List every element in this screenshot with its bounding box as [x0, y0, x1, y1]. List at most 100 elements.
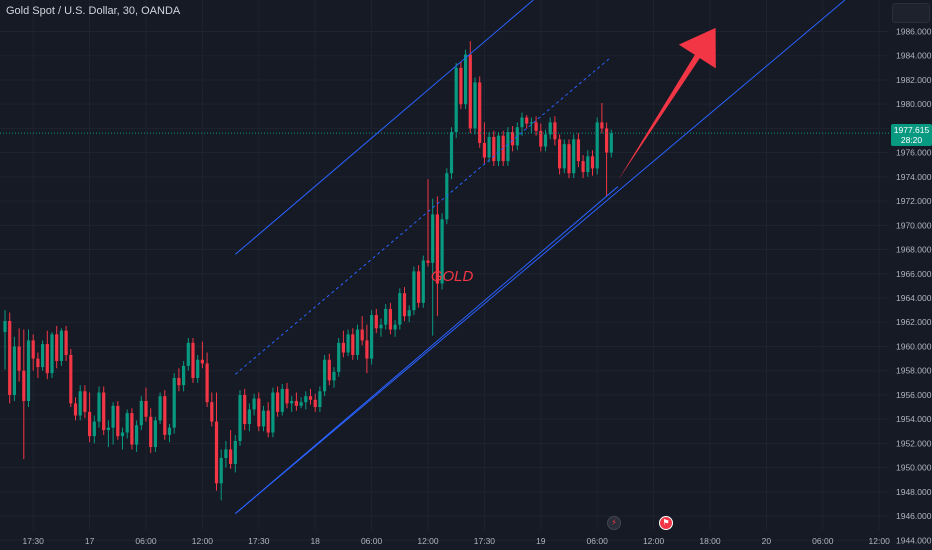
candle-body [276, 392, 280, 412]
candle-body [73, 403, 78, 416]
candle-body [534, 122, 538, 131]
candle-body [139, 400, 143, 426]
grid-lines [0, 0, 889, 541]
channel-lower-inner-line[interactable] [234, 186, 619, 515]
candle-body [130, 413, 134, 445]
candle-body [511, 132, 515, 146]
candle-body [398, 293, 402, 325]
candle-body [506, 132, 510, 162]
candle-body [417, 271, 421, 303]
candle-body [543, 134, 548, 147]
flag-icon[interactable]: ⚑ [659, 516, 673, 530]
channel-lower-line[interactable] [234, 0, 846, 515]
candle-body [337, 342, 341, 372]
last-price-badge: 1977.615 28:20 [891, 124, 932, 146]
candle-body [313, 399, 317, 408]
price-tick-label: 1974.000 [896, 172, 932, 182]
candle-body [196, 359, 200, 378]
symbol-title[interactable]: Gold Spot / U.S. Dollar, 30, OANDA [6, 5, 181, 17]
candle-body [529, 122, 533, 124]
price-axis[interactable]: 1944.000 1946.000 1948.000 1950.000 1952.000… [896, 26, 932, 545]
price-tick-label: 1944.000 [896, 535, 932, 545]
candle-body [214, 421, 219, 484]
candle-body [120, 432, 125, 437]
candle-body [412, 271, 416, 311]
candle-body [374, 314, 378, 329]
candle-body [590, 156, 595, 169]
candle-body [22, 370, 26, 401]
candle-body [177, 377, 181, 386]
candle-body [135, 425, 139, 445]
time-tick-label: 06:00 [812, 536, 834, 546]
candle-body [280, 388, 284, 412]
candle-body [332, 371, 336, 381]
candle-body [257, 398, 261, 427]
candle-body [520, 117, 524, 128]
candle-body [238, 394, 242, 441]
candle-body [97, 392, 101, 422]
candle-body [496, 135, 501, 162]
channel-mid-line[interactable] [234, 56, 612, 375]
candle-body [558, 139, 562, 169]
candle-body [388, 308, 392, 330]
candle-body [200, 359, 204, 364]
candle-body [83, 391, 87, 412]
price-tick-label: 1954.000 [896, 414, 932, 424]
candle-body [261, 410, 266, 427]
bar-countdown: 28:20 [900, 135, 923, 145]
candle-body [609, 133, 613, 153]
candle-body [473, 82, 477, 129]
gold-label: GOLD [431, 268, 474, 285]
candle-body [468, 54, 472, 129]
candle-body [576, 139, 580, 162]
candle-body [26, 340, 31, 401]
price-tick-label: 1980.000 [896, 99, 932, 109]
price-tick-label: 1946.000 [896, 511, 932, 521]
candle-body [515, 127, 519, 146]
candle-body [219, 457, 223, 484]
candle-body [525, 117, 529, 124]
candle-body [106, 427, 110, 431]
candle-body [581, 161, 585, 173]
last-price-value: 1977.615 [893, 125, 930, 135]
candle-body [341, 342, 345, 353]
candle-body [3, 321, 7, 332]
candle-body [102, 392, 106, 431]
candle-body [407, 310, 411, 317]
candle-body [327, 359, 331, 381]
candle-body [440, 219, 444, 284]
candle-body [45, 344, 49, 374]
time-axis[interactable]: 17:30 17 06:00 12:00 17:30 18 06:00 12:00 17:30 1… [23, 536, 891, 546]
price-tick-label: 1950.000 [896, 463, 932, 473]
channel-upper-line[interactable] [234, 0, 534, 255]
candle-body [355, 329, 360, 355]
price-tick-label: 1952.000 [896, 438, 932, 448]
candle-body [370, 314, 374, 359]
candles [3, 41, 613, 501]
price-tick-label: 1960.000 [896, 341, 932, 351]
flash-icon[interactable]: ⚡ [607, 516, 621, 530]
time-tick-label: 18:00 [699, 536, 721, 546]
price-tick-label: 1968.000 [896, 245, 932, 255]
trend-arrow[interactable] [617, 27, 716, 181]
time-tick-label: 12:00 [417, 536, 439, 546]
candle-body [605, 128, 609, 153]
price-tick-label: 1986.000 [896, 26, 932, 36]
price-tick-label: 1958.000 [896, 366, 932, 376]
candle-body [487, 136, 491, 158]
candle-body [31, 340, 35, 359]
time-tick-label: 06:00 [587, 536, 609, 546]
price-tick-label: 1984.000 [896, 51, 932, 61]
time-tick-label: 12:00 [192, 536, 214, 546]
time-tick-label: 18 [310, 536, 320, 546]
candle-body [149, 416, 153, 448]
candle-body [271, 392, 275, 433]
drawings[interactable]: GOLD [0, 0, 889, 515]
time-tick-label: 20 [762, 536, 772, 546]
candle-body [402, 293, 407, 317]
price-tick-label: 1972.000 [896, 196, 932, 206]
candle-body [572, 139, 576, 174]
chart-toolbar-box[interactable] [892, 3, 930, 23]
time-tick-label: 12:00 [643, 536, 665, 546]
